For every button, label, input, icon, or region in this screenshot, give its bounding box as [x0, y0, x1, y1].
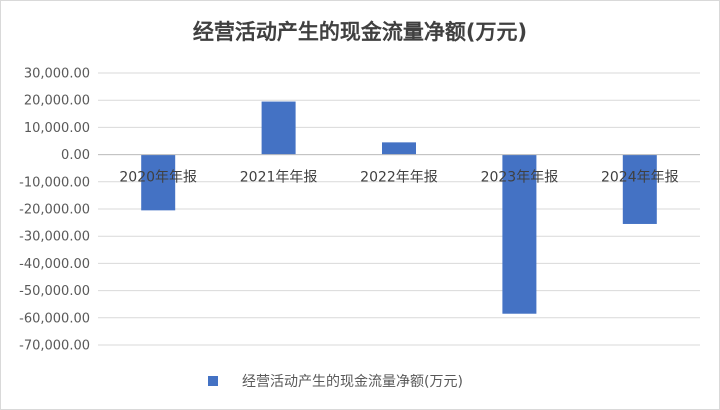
y-tick-label: -70,000.00 [19, 339, 90, 354]
x-tick-label: 2022年年报 [360, 170, 438, 186]
y-tick-label: 0.00 [61, 148, 90, 163]
x-tick-label: 2020年年报 [119, 170, 197, 186]
bars [141, 101, 657, 314]
y-tick-label: 10,000.00 [24, 121, 90, 136]
chart-title: 经营活动产生的现金流量净额(万元) [192, 20, 528, 44]
bar [622, 154, 657, 224]
legend-swatch [208, 376, 218, 386]
bar [261, 101, 296, 155]
y-tick-label: -60,000.00 [19, 311, 90, 326]
legend-label: 经营活动产生的现金流量净额(万元) [242, 374, 463, 390]
x-tick-label: 2024年年报 [601, 170, 679, 186]
y-tick-label: -20,000.00 [19, 203, 90, 218]
y-tick-label: -10,000.00 [19, 175, 90, 190]
y-tick-label: -30,000.00 [19, 230, 90, 245]
x-tick-label: 2021年年报 [240, 170, 318, 186]
y-tick-label: 30,000.00 [24, 67, 90, 82]
bar [382, 142, 416, 155]
legend: 经营活动产生的现金流量净额(万元) [208, 371, 463, 391]
bar [502, 154, 537, 314]
gridlines [98, 72, 700, 346]
x-tick-label: 2023年年报 [481, 170, 559, 186]
x-axis: 2020年年报 2021年年报 2022年年报 2023年年报 2024年年报 [119, 170, 678, 186]
y-tick-label: -40,000.00 [19, 257, 90, 272]
bar [141, 154, 176, 211]
y-tick-label: -50,000.00 [19, 284, 90, 299]
y-tick-label: 20,000.00 [24, 94, 90, 109]
y-axis: 30,000.00 20,000.00 10,000.00 0.00 -10,000.0… [19, 67, 90, 354]
